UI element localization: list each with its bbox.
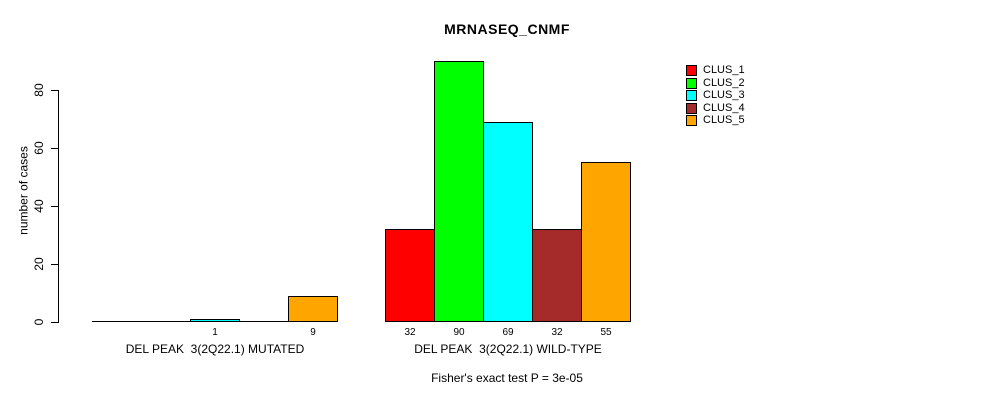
chart-title: MRNASEQ_CNMF — [444, 21, 570, 37]
legend-label: CLUS_3 — [703, 89, 745, 101]
y-tick-label: 0 — [32, 318, 46, 326]
group-label: DEL PEAK 3(2Q22.1) MUTATED — [125, 342, 305, 356]
bar-clus_2 — [434, 61, 484, 322]
group-label: DEL PEAK 3(2Q22.1) WILD-TYPE — [414, 342, 602, 356]
legend-label: CLUS_2 — [703, 77, 745, 89]
bar-value-label: 32 — [551, 327, 563, 338]
bar-clus_4-zero — [239, 321, 289, 322]
y-tick-label: 40 — [32, 199, 46, 213]
y-tick — [51, 206, 59, 207]
y-tick-label: 60 — [32, 141, 46, 155]
legend-swatch-icon — [686, 114, 697, 126]
legend-item-clus_1: CLUS_1 — [686, 64, 745, 76]
legend-swatch-icon — [686, 77, 697, 89]
legend-item-clus_3: CLUS_3 — [686, 89, 745, 101]
bar-clus_4 — [532, 229, 582, 322]
y-tick — [51, 148, 59, 149]
bar-clus_5 — [581, 162, 631, 322]
bar-clus_1 — [385, 229, 435, 322]
bar-value-label: 90 — [453, 327, 465, 338]
legend-label: CLUS_4 — [703, 102, 745, 114]
fisher-test-footnote: Fisher's exact test P = 3e-05 — [431, 371, 583, 385]
bar-value-label: 55 — [600, 327, 612, 338]
bar-value-label: 69 — [502, 327, 514, 338]
y-tick-label: 20 — [32, 257, 46, 271]
y-tick — [51, 322, 59, 323]
y-tick-label: 80 — [32, 83, 46, 97]
legend-label: CLUS_1 — [703, 64, 745, 76]
bar-clus_2-zero — [141, 321, 191, 322]
legend-swatch-icon — [686, 89, 697, 101]
bar-clus_3 — [483, 122, 533, 322]
bar-clus_3 — [190, 319, 240, 322]
legend-item-clus_2: CLUS_2 — [686, 77, 745, 89]
y-tick — [51, 90, 59, 91]
legend-swatch-icon — [686, 102, 697, 114]
bar-value-label: 32 — [404, 327, 416, 338]
bar-clus_1-zero — [92, 321, 142, 322]
legend-item-clus_5: CLUS_5 — [686, 114, 745, 126]
y-tick — [51, 264, 59, 265]
bar-clus_5 — [288, 296, 338, 322]
legend-label: CLUS_5 — [703, 114, 745, 126]
legend-item-clus_4: CLUS_4 — [686, 102, 745, 114]
bar-value-label: 1 — [212, 327, 218, 338]
legend-swatch-icon — [686, 64, 697, 76]
y-axis-label: number of cases — [16, 146, 31, 235]
bar-value-label: 9 — [310, 327, 316, 338]
